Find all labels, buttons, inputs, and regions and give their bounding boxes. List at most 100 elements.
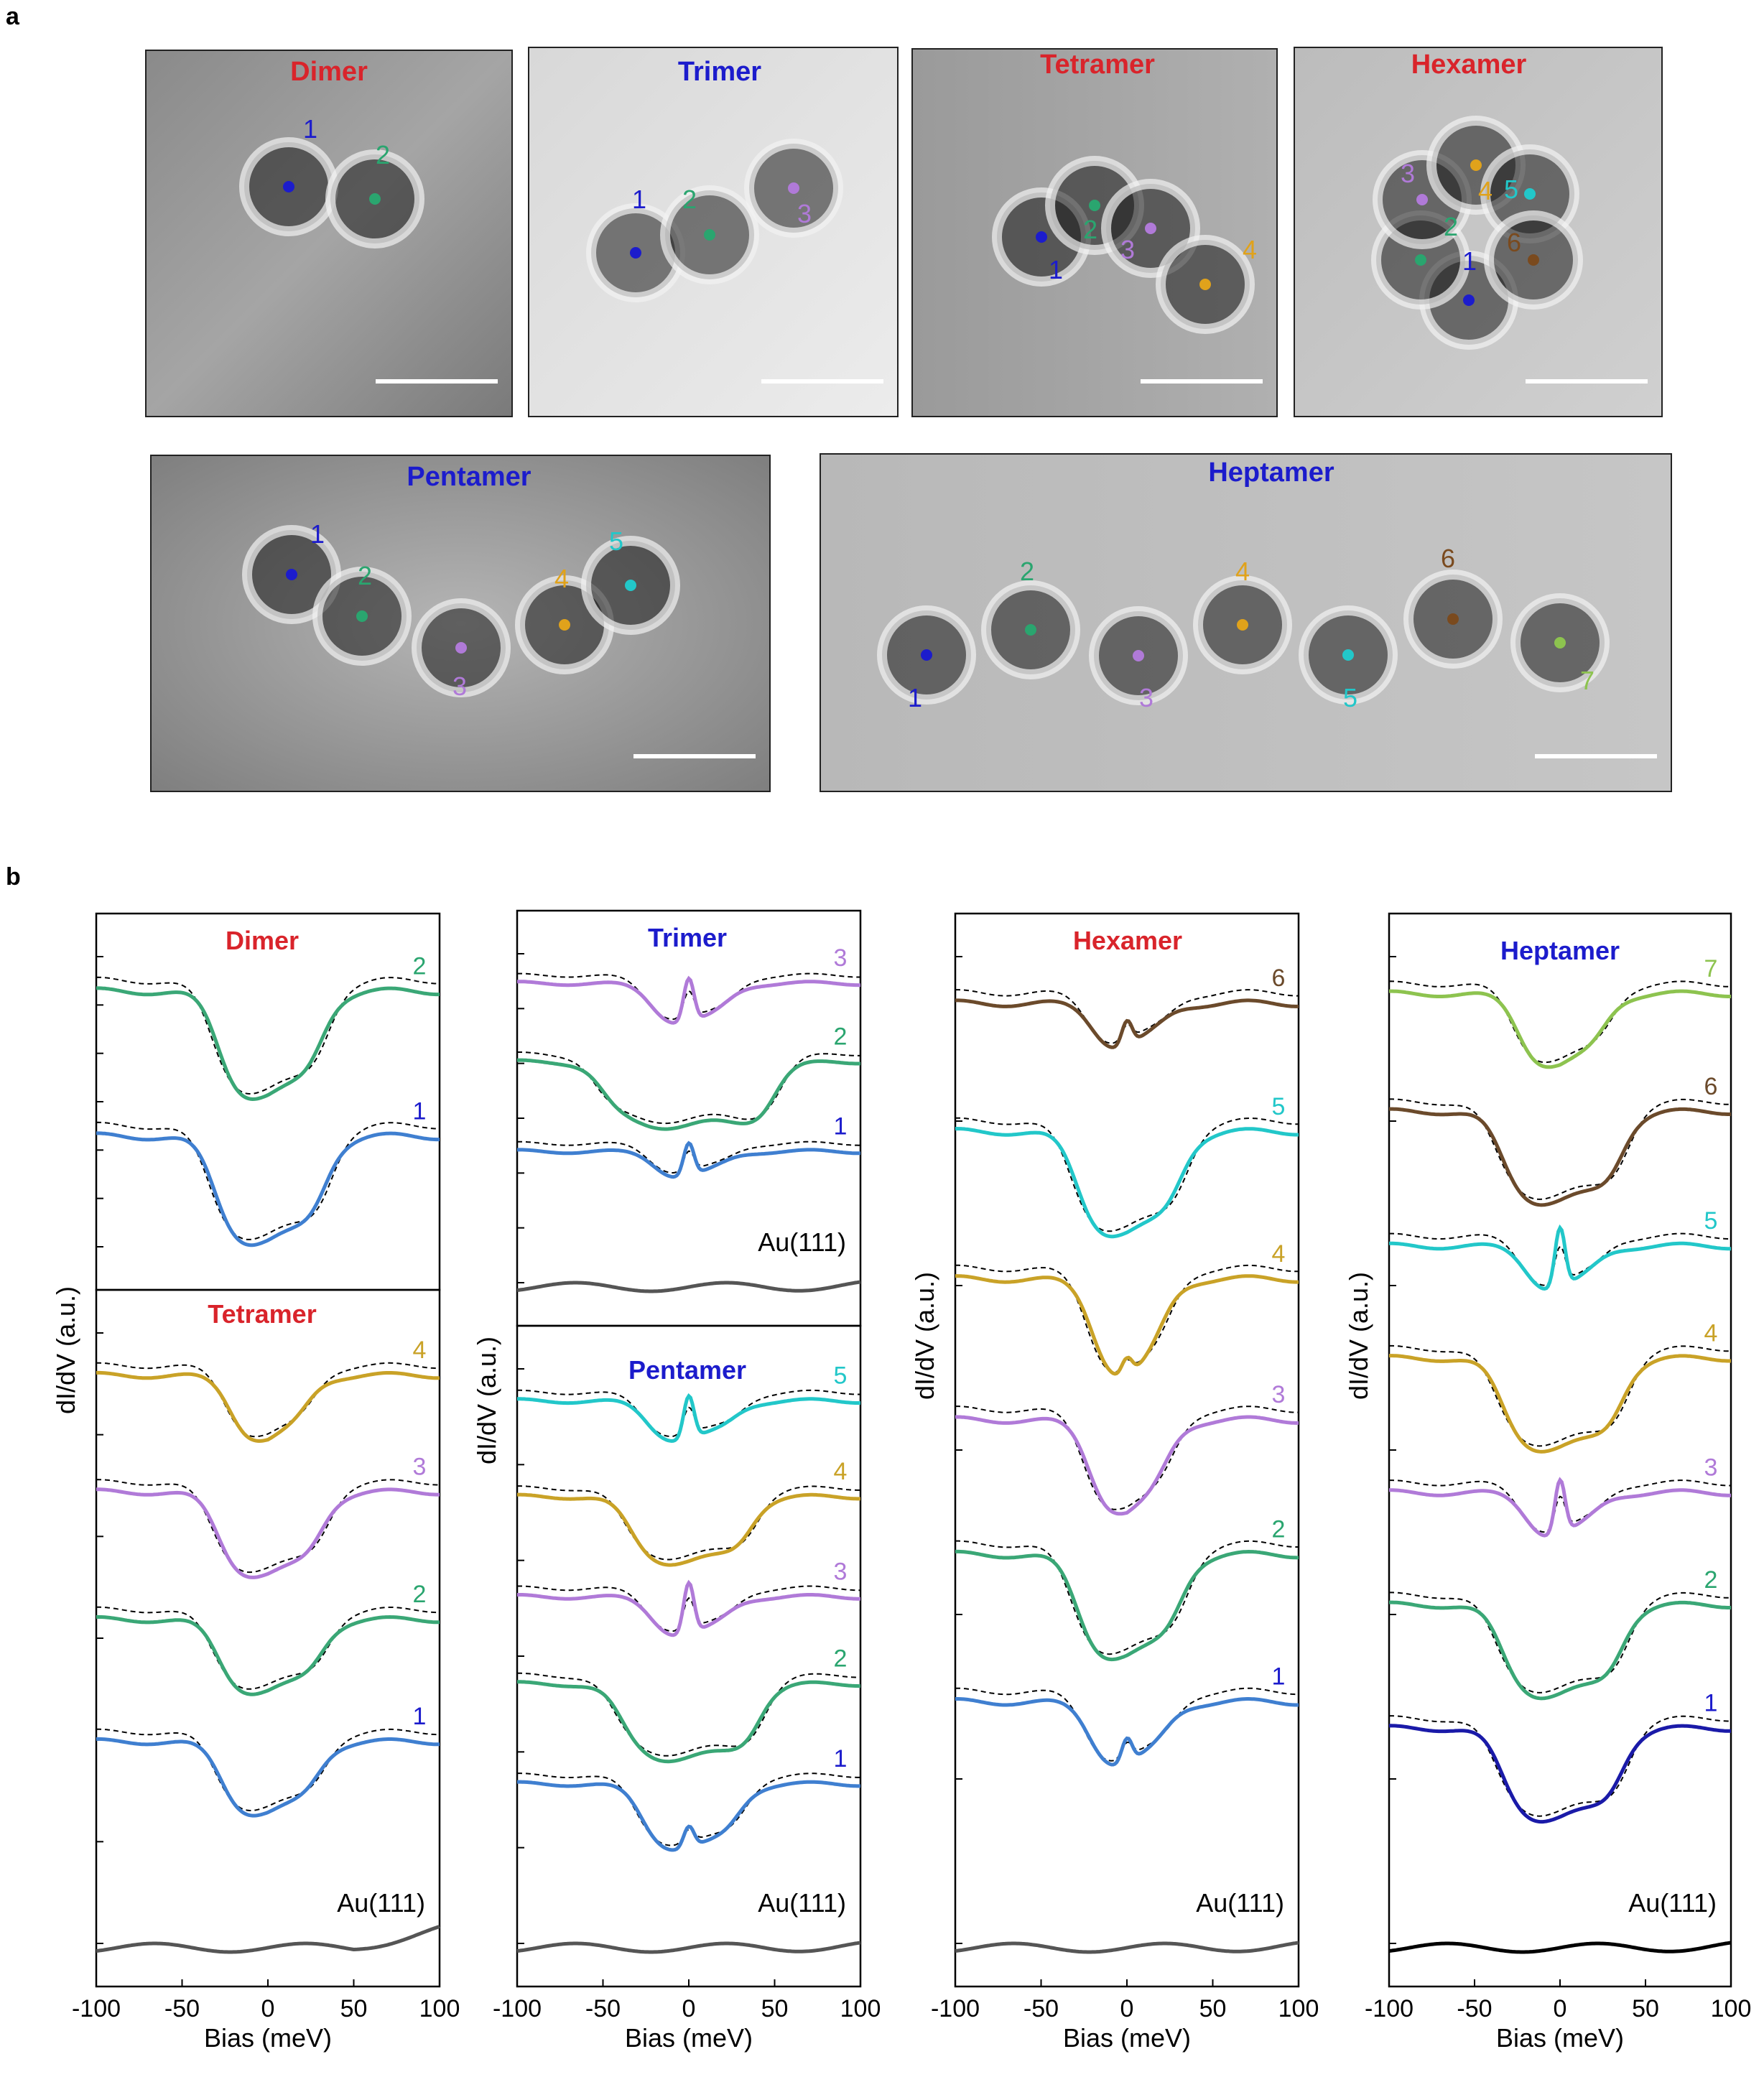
curve-label: 2 [834,1023,848,1051]
site-label: 1 [303,114,317,144]
site-marker [1145,223,1156,234]
theory-curve-2 [96,976,440,1095]
plot-frame [95,912,441,1291]
reference-label: Au(111) [1196,1888,1284,1918]
molecule-edge [660,185,759,284]
site-marker [921,649,932,661]
site-label: 2 [682,185,697,214]
curve-label: 3 [1272,1381,1286,1408]
curve-label: 1 [834,1112,848,1140]
spectrum-curve-2 [96,986,440,1102]
theory-curve-1 [517,1772,860,1846]
stm-image-title: Dimer [290,57,368,87]
spectrum-curve-3 [955,1415,1299,1516]
theory-curve-4 [517,1485,860,1561]
x-axis-title: Bias (meV) [204,2023,332,2053]
spectrum-curve-4 [1389,1354,1731,1454]
x-tick-label: 50 [1632,1995,1659,2022]
spectrum-curve-3 [1389,1477,1731,1538]
curve-label: 1 [413,1703,427,1730]
stm-image-tetramer: Tetramer 123 4 [911,48,1278,417]
theory-curve-5 [955,1117,1299,1232]
curve-label: 3 [834,1558,848,1585]
molecule-edge [1089,606,1188,705]
x-tick-label: 100 [1711,1995,1752,2022]
theory-curve-3 [517,1585,860,1632]
theory-curve-2 [1389,1592,1731,1693]
spectrum-curve-3 [96,1487,440,1579]
scale-bar [1141,379,1263,384]
stm-image-title: Hexamer [1411,50,1527,80]
stm-image-title: Pentamer [407,462,531,492]
curve-label: 4 [1272,1240,1286,1268]
y-axis-title: dI/dV (a.u.) [51,1286,80,1414]
site-marker [1554,637,1566,649]
x-tick-label: -50 [1023,1995,1059,2022]
reference-curve-au111 [96,1925,440,1954]
stm-image-title: Trimer [678,57,761,87]
molecule-edge [581,536,680,635]
theory-curve-3 [955,1405,1299,1510]
site-marker [559,619,570,631]
plot-title: Heptamer [1500,936,1620,965]
curve-label: 2 [834,1645,848,1673]
site-label: 1 [1462,246,1477,276]
molecule-edge [1484,210,1583,310]
curve-label: 7 [1704,955,1718,982]
site-marker [1528,254,1539,266]
theory-curve-1 [96,1728,440,1812]
theory-curve-2 [517,1051,860,1125]
curve-label: 2 [413,1581,427,1608]
site-label: 6 [1507,228,1521,257]
site-label: 2 [1083,215,1097,244]
molecule-edge [325,149,424,248]
site-label: 6 [1441,544,1455,573]
site-label: 3 [452,672,467,701]
stm-image-frame [145,50,513,417]
molecule-edge [1403,570,1503,669]
x-tick-label: 100 [419,1995,460,2022]
x-tick-label: -50 [1457,1995,1492,2022]
stm-image-heptamer: Heptamer 1 2 3 4 5 6 7 [820,453,1672,792]
curve-label: 3 [1704,1454,1718,1482]
theory-curve-1 [1389,1715,1731,1817]
curve-label: 5 [1272,1093,1286,1120]
theory-curve-6 [955,989,1299,1044]
site-label: 4 [1478,176,1493,205]
curve-label: 5 [1704,1207,1718,1235]
spectrum-curve-1 [955,1697,1299,1767]
theory-curve-3 [96,1479,440,1574]
x-tick-label: -100 [931,1995,980,2022]
site-marker [1036,231,1047,243]
site-marker [704,229,715,241]
x-tick-label: 50 [340,1995,368,2022]
scale-bar [761,379,883,384]
x-tick-label: -100 [1365,1995,1413,2022]
site-label: 4 [1243,235,1257,264]
spectrum-curve-4 [955,1274,1299,1376]
site-label: 1 [310,519,325,549]
stm-image-trimer: Trimer 1 2 3 [528,47,899,417]
x-tick-label: -100 [493,1995,542,2022]
site-marker [630,247,641,259]
curve-label: 4 [1704,1319,1718,1347]
curve-label: 3 [413,1453,427,1480]
site-label: 3 [797,199,812,228]
spectrum-curve-2 [955,1549,1299,1662]
site-marker [1470,159,1482,171]
molecule-edge [1510,593,1610,692]
plot-title: Trimer [648,923,727,952]
spectrum-curve-2 [1389,1600,1731,1701]
spectrum-curve-6 [1389,1107,1731,1207]
plot-title: Dimer [226,926,299,955]
site-marker [286,569,297,580]
stm-image-title: Tetramer [1040,50,1155,80]
spectrum-curve-1 [517,1780,860,1852]
site-marker [1416,194,1428,205]
curve-label: 4 [413,1337,427,1364]
molecule-edge [877,605,976,705]
curve-label: 2 [1704,1566,1718,1594]
spectrum-curve-7 [1389,989,1731,1069]
theory-curve-5 [1389,1232,1731,1286]
site-label: 3 [1139,683,1153,712]
